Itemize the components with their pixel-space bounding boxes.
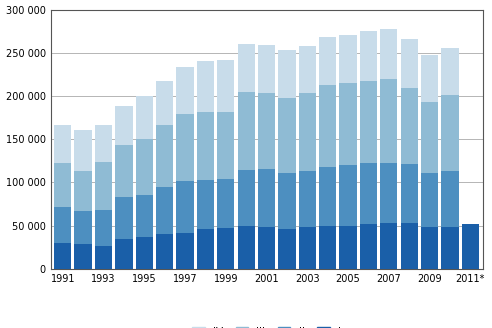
Bar	[54, 243, 71, 269]
Bar	[319, 226, 337, 269]
Bar	[421, 54, 438, 102]
Bar	[238, 226, 255, 269]
Bar	[176, 233, 194, 269]
Bar	[360, 224, 377, 269]
Bar	[441, 48, 459, 95]
Bar	[217, 179, 235, 228]
Bar	[258, 169, 275, 227]
Bar	[238, 44, 255, 92]
Bar	[156, 187, 173, 235]
Bar	[95, 125, 112, 162]
Bar	[299, 227, 316, 269]
Bar	[441, 95, 459, 171]
Bar	[461, 224, 479, 269]
Bar	[197, 61, 214, 113]
Bar	[136, 237, 153, 269]
Bar	[380, 163, 398, 223]
Bar	[217, 60, 235, 112]
Bar	[360, 31, 377, 81]
Bar	[400, 164, 418, 223]
Bar	[238, 92, 255, 170]
Bar	[258, 227, 275, 269]
Bar	[95, 210, 112, 246]
Bar	[176, 67, 194, 114]
Bar	[176, 114, 194, 181]
Bar	[54, 163, 71, 207]
Bar	[400, 88, 418, 164]
Bar	[238, 170, 255, 226]
Bar	[278, 173, 296, 229]
Bar	[339, 226, 357, 269]
Bar	[441, 227, 459, 269]
Bar	[278, 229, 296, 269]
Bar	[421, 227, 438, 269]
Bar	[258, 45, 275, 92]
Bar	[299, 171, 316, 227]
Bar	[339, 35, 357, 83]
Bar	[95, 162, 112, 210]
Bar	[95, 246, 112, 269]
Bar	[380, 79, 398, 163]
Bar	[299, 46, 316, 93]
Bar	[156, 235, 173, 269]
Bar	[278, 50, 296, 98]
Bar	[54, 125, 71, 163]
Bar	[441, 171, 459, 227]
Bar	[115, 197, 132, 239]
Bar	[115, 106, 132, 145]
Bar	[74, 171, 92, 211]
Bar	[176, 181, 194, 233]
Bar	[380, 29, 398, 79]
Bar	[339, 83, 357, 165]
Bar	[421, 173, 438, 227]
Bar	[319, 37, 337, 85]
Bar	[258, 92, 275, 169]
Bar	[380, 223, 398, 269]
Bar	[217, 228, 235, 269]
Bar	[400, 39, 418, 88]
Bar	[339, 165, 357, 226]
Bar	[197, 180, 214, 229]
Bar	[136, 139, 153, 195]
Bar	[360, 81, 377, 163]
Bar	[278, 98, 296, 173]
Bar	[400, 223, 418, 269]
Bar	[217, 112, 235, 179]
Bar	[136, 195, 153, 237]
Bar	[299, 93, 316, 171]
Bar	[156, 81, 173, 125]
Bar	[74, 211, 92, 244]
Bar	[115, 239, 132, 269]
Bar	[319, 85, 337, 167]
Legend: IV, III, II, I: IV, III, II, I	[188, 323, 345, 328]
Bar	[74, 130, 92, 171]
Bar	[197, 229, 214, 269]
Bar	[115, 145, 132, 197]
Bar	[54, 207, 71, 243]
Bar	[421, 102, 438, 173]
Bar	[197, 113, 214, 180]
Bar	[136, 96, 153, 139]
Bar	[74, 244, 92, 269]
Bar	[156, 125, 173, 187]
Bar	[360, 163, 377, 224]
Bar	[319, 167, 337, 226]
